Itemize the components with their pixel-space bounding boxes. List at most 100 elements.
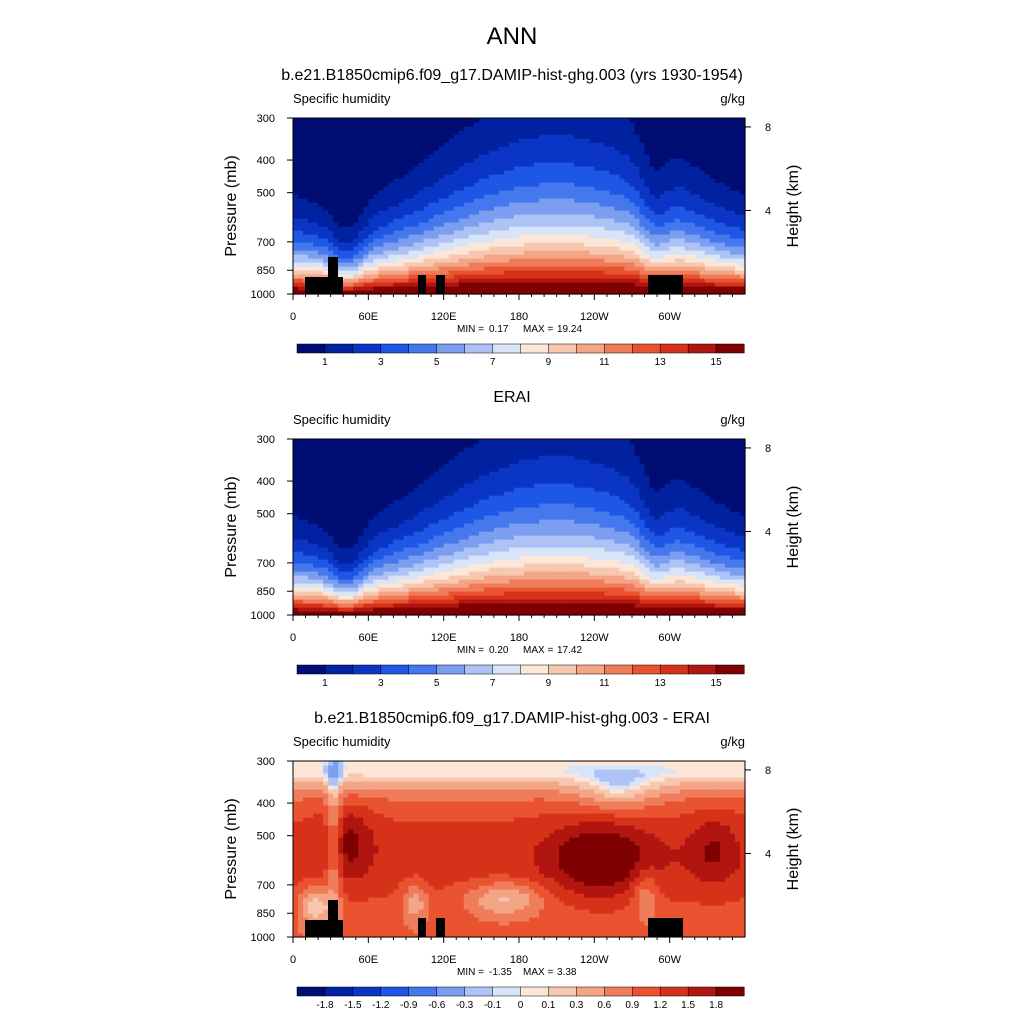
field-cell <box>599 150 605 155</box>
field-cell <box>719 178 726 183</box>
field-cell <box>524 278 530 283</box>
field-cell <box>604 206 610 211</box>
field-cell <box>343 218 349 223</box>
field-cell <box>378 611 384 616</box>
field-cell <box>323 210 329 215</box>
field-cell <box>398 210 405 215</box>
field-cell <box>308 126 314 131</box>
field-cell <box>458 286 465 291</box>
field-cell <box>318 222 324 227</box>
field-cell <box>498 118 505 123</box>
field-cell <box>694 242 701 247</box>
field-cell <box>348 162 354 167</box>
field-cell <box>684 246 691 251</box>
field-cell <box>539 242 545 247</box>
field-cell <box>719 230 726 235</box>
field-cell <box>529 238 535 243</box>
field-cell <box>524 170 530 175</box>
field-cell <box>649 595 656 600</box>
field-cell <box>559 122 565 127</box>
field-cell <box>649 234 656 239</box>
field-cell <box>433 575 440 580</box>
field-cell <box>614 290 621 295</box>
field-cell <box>709 230 716 235</box>
field-cell <box>619 278 626 283</box>
field-cell <box>604 170 610 175</box>
field-cell <box>313 214 319 219</box>
field-cell <box>423 218 430 223</box>
field-cell <box>478 154 485 159</box>
field-cell <box>674 218 681 223</box>
field-cell <box>348 142 354 147</box>
field-cell <box>493 202 500 207</box>
field-cell <box>348 230 354 235</box>
field-cell <box>453 194 460 199</box>
field-cell <box>448 599 455 604</box>
field-cell <box>589 146 595 151</box>
field-cell <box>508 134 515 139</box>
field-cell <box>473 611 480 616</box>
field-cell <box>443 571 450 576</box>
field-cell <box>368 130 374 135</box>
field-cell <box>519 591 525 596</box>
field-cell <box>599 142 605 147</box>
field-cell <box>669 170 676 175</box>
field-cell <box>589 270 595 275</box>
field-cell <box>488 126 495 131</box>
field-cell <box>519 242 525 247</box>
field-cell <box>619 575 626 580</box>
field-cell <box>639 591 646 596</box>
field-cell <box>539 575 545 580</box>
field-cell <box>473 158 480 163</box>
field-cell <box>423 234 430 239</box>
field-cell <box>443 575 450 580</box>
field-cell <box>298 182 304 187</box>
field-cell <box>644 118 651 123</box>
field-cell <box>659 250 666 255</box>
field-cell <box>313 198 319 203</box>
field-cell <box>373 246 379 251</box>
field-cell <box>423 266 430 271</box>
field-cell <box>669 198 676 203</box>
field-cell <box>729 250 736 255</box>
field-cell <box>584 150 590 155</box>
field-cell <box>669 210 676 215</box>
field-cell <box>368 591 374 596</box>
field-cell <box>358 126 364 131</box>
field-cell <box>669 122 676 127</box>
field-cell <box>534 591 540 596</box>
field-cell <box>448 202 455 207</box>
field-cell <box>589 218 595 223</box>
field-cell <box>508 230 515 235</box>
field-cell <box>739 226 746 231</box>
field-cell <box>338 270 344 275</box>
field-cell <box>664 234 671 239</box>
field-cell <box>594 154 600 159</box>
field-cell <box>408 150 415 155</box>
field-cell <box>318 258 324 263</box>
field-cell <box>689 254 696 259</box>
field-cell <box>338 583 344 588</box>
field-cell <box>388 270 395 275</box>
field-cell <box>483 150 490 155</box>
field-cell <box>498 611 505 616</box>
field-cell <box>639 146 646 151</box>
field-cell <box>579 575 585 580</box>
field-cell <box>649 210 656 215</box>
field-cell <box>323 154 329 159</box>
field-cell <box>539 154 545 159</box>
field-cell <box>624 206 631 211</box>
field-cell <box>353 571 359 576</box>
field-cell <box>358 178 364 183</box>
field-cell <box>654 262 661 267</box>
field-cell <box>564 274 570 279</box>
field-cell <box>343 286 349 291</box>
field-cell <box>513 186 520 191</box>
field-cell <box>328 218 334 223</box>
field-cell <box>318 170 324 175</box>
field-cell <box>353 126 359 131</box>
field-cell <box>634 202 641 207</box>
field-cell <box>579 138 585 143</box>
field-cell <box>594 270 600 275</box>
field-cell <box>468 150 475 155</box>
